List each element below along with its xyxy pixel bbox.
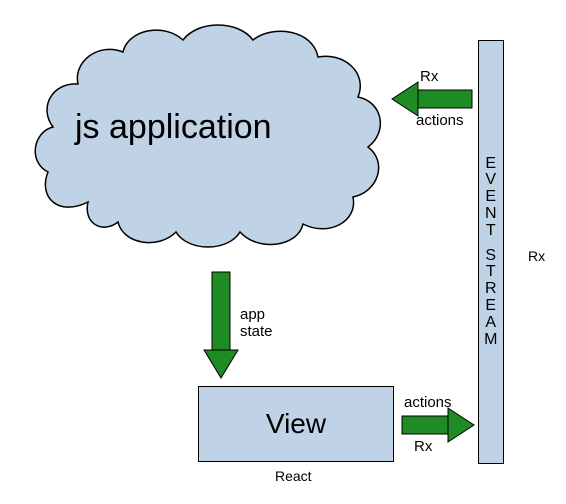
- arrows-layer: [0, 0, 566, 504]
- label-rx-in-top: Rx: [420, 68, 438, 85]
- label-actions-out-bottom: Rx: [414, 438, 432, 455]
- caption-react: React: [275, 468, 312, 484]
- label-actions-out-top: actions: [404, 394, 452, 411]
- caption-rx-right: Rx: [528, 248, 545, 264]
- label-rx-in-bottom: actions: [416, 112, 464, 129]
- arrow-app-state: [204, 272, 238, 378]
- arrow-rx-actions-in: [392, 82, 472, 116]
- label-app-state: app state: [240, 306, 273, 340]
- arrow-actions-out: [402, 408, 474, 442]
- diagram-root: { "diagram": { "type": "flowchart", "wid…: [0, 0, 566, 504]
